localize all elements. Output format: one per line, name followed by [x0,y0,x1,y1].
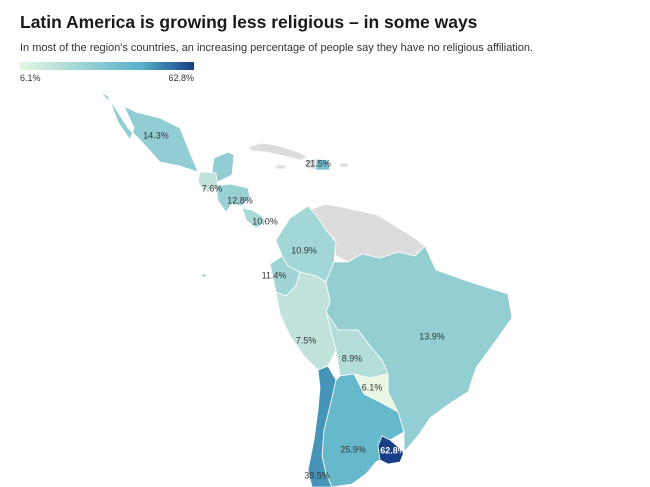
country-honduras [215,183,251,213]
value-label-uruguay: 62.8% [380,445,406,455]
country-costa-rica [241,207,267,229]
country-puerto-rico [339,162,349,168]
value-label-costa-rica: 10.0% [252,216,278,226]
data-regions [99,91,513,487]
country-cuba [247,142,309,161]
country-uruguay [377,435,405,465]
value-label-dominican-republic: 21.5% [305,158,331,168]
page-title: Latin America is growing less religious … [20,12,478,32]
legend-min-label: 6.1% [20,73,41,83]
page-subtitle: In most of the region's countries, an in… [20,42,534,54]
value-label-argentina: 25.9% [340,444,366,454]
country-mexico [99,91,235,185]
country-galapagos [201,273,207,278]
legend-gradient-bar [20,62,194,70]
country-jamaica [275,164,287,170]
value-label-colombia: 10.9% [291,245,317,255]
country-chile [307,365,337,487]
value-label-peru: 7.5% [296,335,317,345]
value-label-chile: 38.5% [304,470,330,480]
country-guatemala [197,171,219,192]
value-label-ecuador: 11.4% [262,270,287,280]
country-dominican-republic [315,158,331,171]
value-labels: 14.3% 7.6% 12.8% 10.0% 21.5% 10.9% 11.4%… [143,130,445,480]
value-label-honduras: 12.8% [227,195,253,205]
value-label-brazil: 13.9% [419,331,445,341]
value-label-bolivia: 8.9% [342,353,363,363]
legend-max-label: 62.8% [168,73,194,83]
value-label-guatemala: 7.6% [202,183,223,193]
no-data-regions [247,142,426,263]
value-label-paraguay: 6.1% [362,382,383,392]
color-legend: 6.1% 62.8% [20,62,194,88]
value-label-mexico: 14.3% [143,130,169,140]
